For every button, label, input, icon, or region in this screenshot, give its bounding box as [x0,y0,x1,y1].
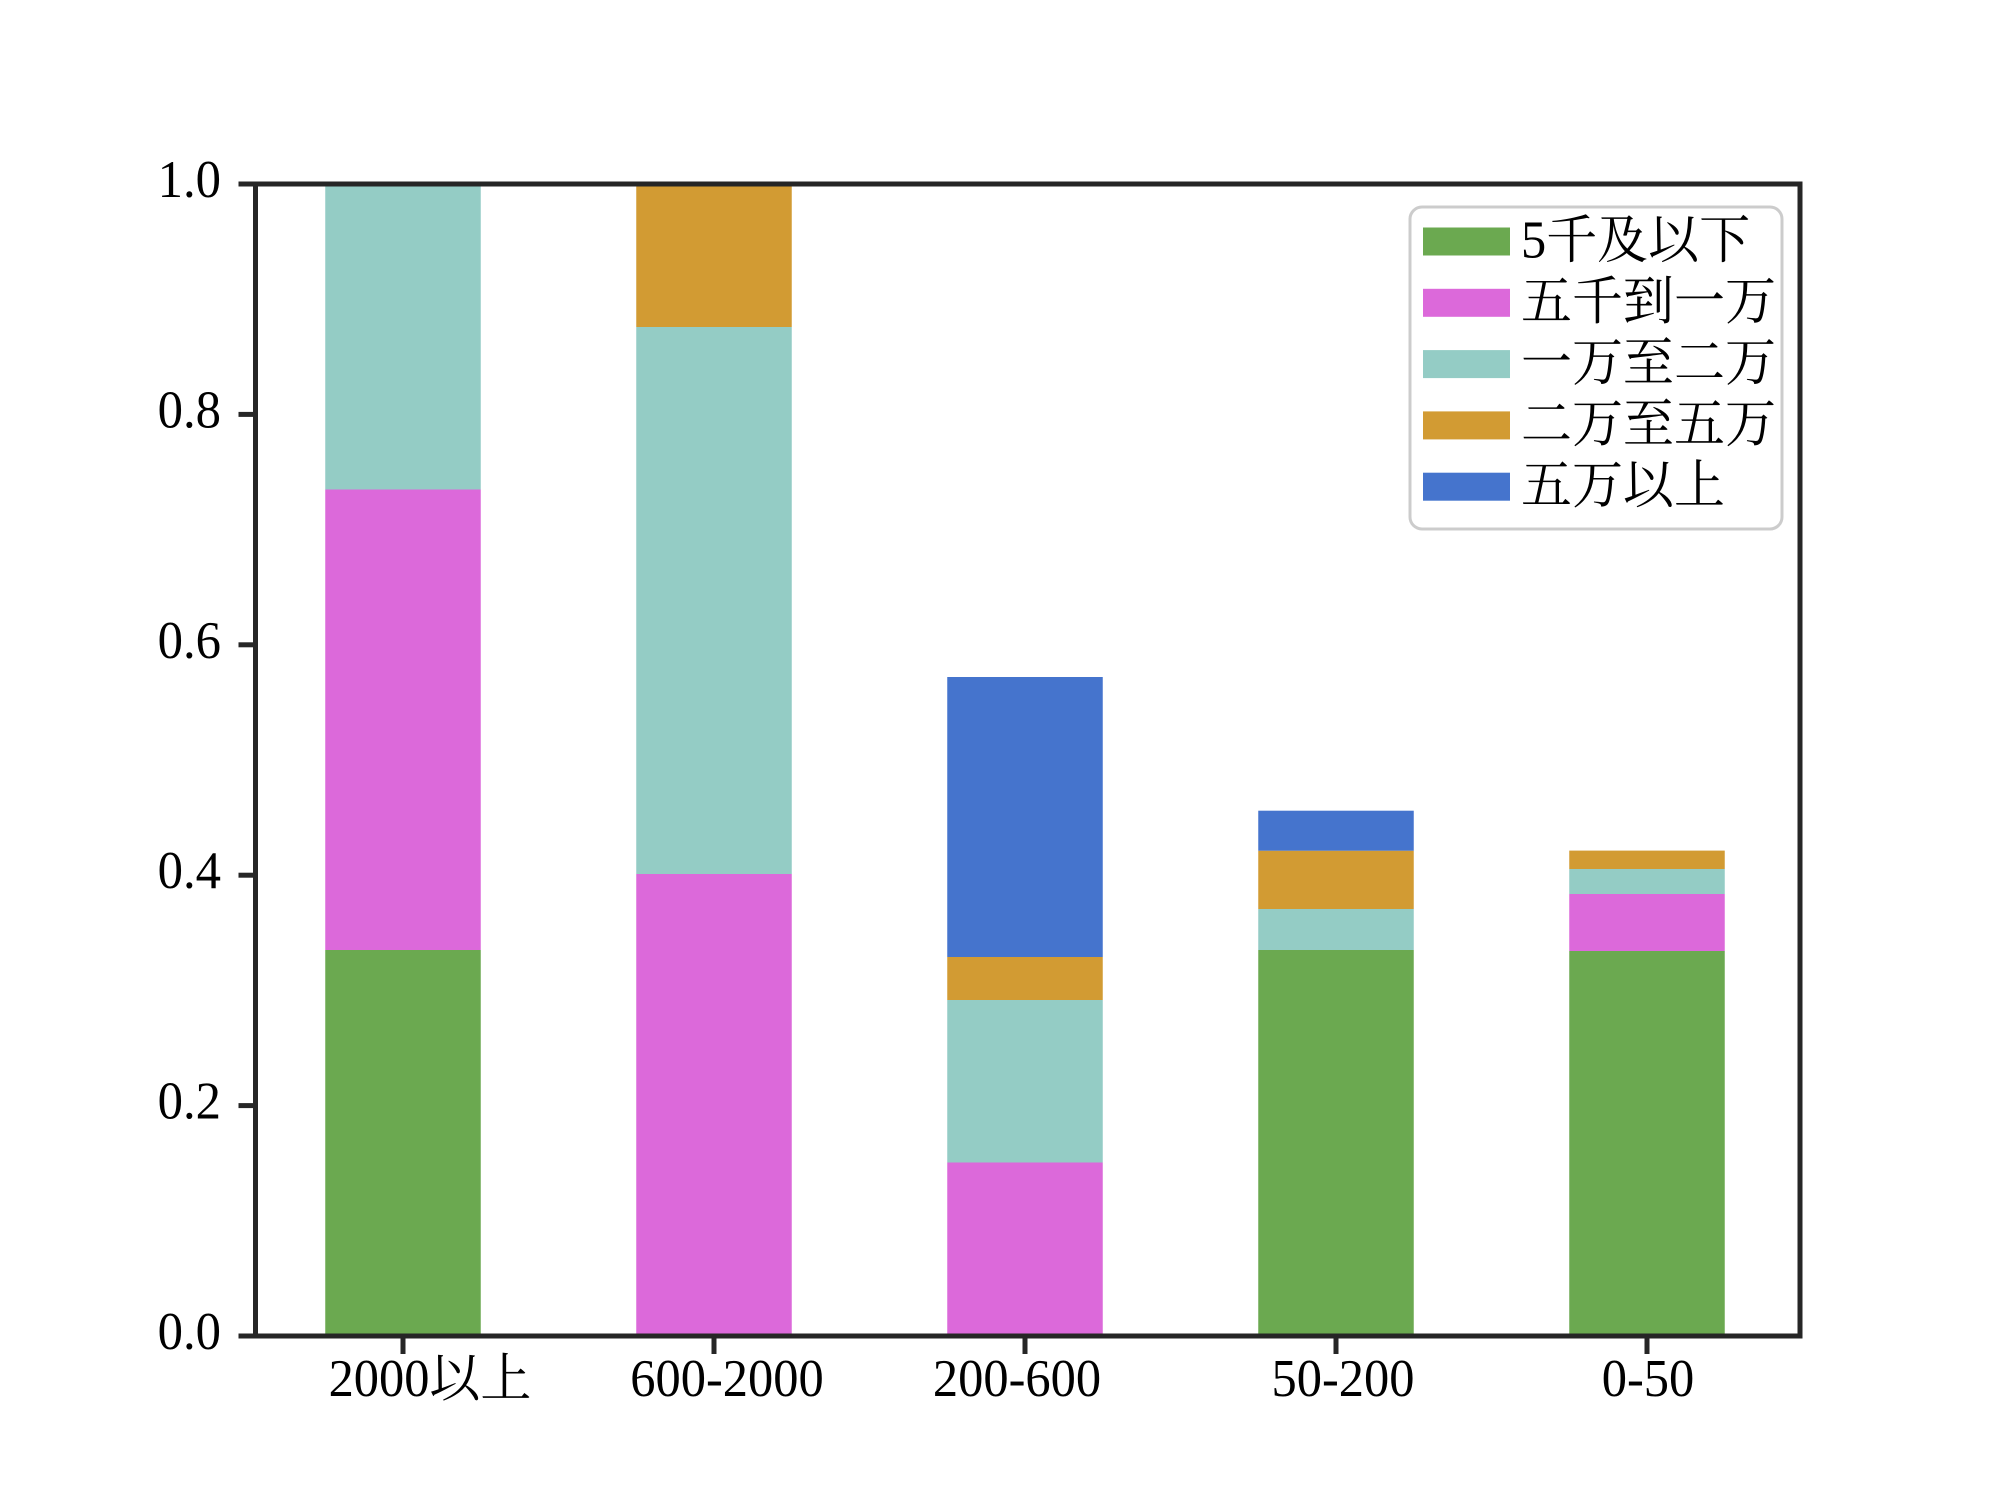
svg-text:5: 5 [1521,212,1546,270]
svg-text:50-200: 50-200 [1272,1350,1415,1408]
svg-text:200-600: 200-600 [933,1350,1101,1408]
svg-text:0.0: 0.0 [158,1303,221,1361]
svg-text:0.4: 0.4 [158,842,221,900]
svg-text:1.0: 1.0 [158,151,221,209]
svg-text:0.6: 0.6 [158,612,221,670]
svg-text:600-2000: 600-2000 [630,1350,823,1408]
svg-text:0-50: 0-50 [1602,1350,1695,1408]
svg-text:2000: 2000 [329,1350,430,1408]
svg-text:0.2: 0.2 [158,1073,221,1131]
svg-text:0.8: 0.8 [158,381,221,439]
